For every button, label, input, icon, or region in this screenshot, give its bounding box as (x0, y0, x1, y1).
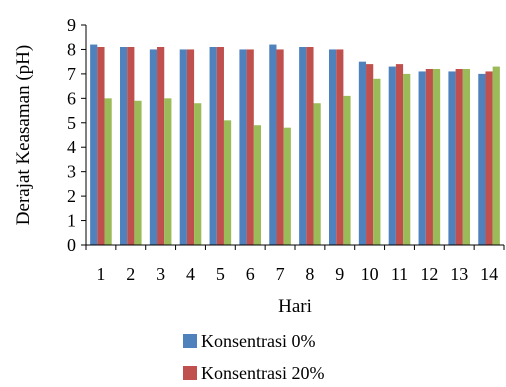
y-tick-label: 4 (67, 137, 76, 157)
bar-series-2-day-12 (425, 69, 433, 245)
x-tick-label: 7 (276, 264, 285, 284)
bar-series-1-day-9 (328, 49, 337, 245)
x-tick-label: 14 (480, 264, 498, 284)
y-tick-label: 5 (67, 113, 76, 133)
bar-series-3-day-11 (403, 73, 411, 245)
y-axis-title: Derajat Keasaman (pH) (13, 45, 34, 225)
y-tick-label: 3 (67, 162, 76, 182)
bar-series-3-day-4 (194, 103, 202, 245)
bar-series-3-day-12 (432, 69, 441, 245)
legend-swatch-series-1 (183, 334, 197, 348)
y-tick-label: 6 (67, 88, 76, 108)
bar-series-1-day-2 (119, 47, 128, 245)
bar-series-3-day-5 (223, 120, 232, 245)
bar-series-2-day-10 (366, 64, 374, 245)
x-tick-label: 8 (305, 264, 314, 284)
x-tick-label: 10 (361, 264, 379, 284)
bar-series-3-day-7 (283, 127, 291, 245)
legend-label-series-2: Konsentrasi 20% (201, 363, 324, 383)
bar-series-1-day-4 (179, 49, 187, 245)
bar-series-2-day-9 (336, 49, 344, 245)
bar-series-2-day-14 (485, 71, 493, 245)
bar-series-3-day-13 (462, 69, 471, 245)
bar-series-3-day-3 (164, 98, 172, 245)
x-tick-label: 12 (420, 264, 438, 284)
bar-series-2-day-8 (306, 47, 314, 245)
bar-series-1-day-14 (478, 73, 486, 245)
bar-series-2-day-7 (276, 49, 284, 245)
x-tick-label: 3 (156, 264, 165, 284)
bar-series-2-day-13 (455, 69, 463, 245)
y-tick-label: 7 (67, 64, 76, 84)
x-tick-label: 9 (335, 264, 344, 284)
bar-series-1-day-6 (239, 49, 247, 245)
x-tick-label: 2 (126, 264, 135, 284)
y-tick-label: 0 (67, 235, 76, 255)
x-tick-label: 1 (96, 264, 105, 284)
bar-series-2-day-1 (97, 47, 105, 245)
bar-series-1-day-3 (149, 49, 158, 245)
x-tick-label: 5 (216, 264, 225, 284)
bars-group (90, 44, 500, 246)
bar-series-2-day-6 (246, 49, 254, 245)
y-axis-ticks: 0 1 2 3 4 5 6 7 8 9 (67, 15, 86, 255)
bar-series-1-day-13 (448, 71, 456, 245)
bar-series-2-day-2 (127, 47, 135, 245)
x-tick-label: 4 (186, 264, 195, 284)
y-tick-label: 1 (67, 211, 76, 231)
bar-series-2-day-4 (186, 49, 195, 245)
bar-series-1-day-10 (358, 61, 367, 245)
bar-series-3-day-9 (343, 95, 351, 245)
x-axis-title: Hari (278, 296, 312, 317)
bar-series-1-day-11 (388, 66, 396, 245)
x-axis-ticks: 1 2 3 4 5 6 7 8 9 10 11 12 13 14 (85, 245, 505, 284)
legend-swatch-series-2 (183, 366, 197, 380)
bar-series-1-day-7 (269, 44, 277, 246)
bar-series-3-day-10 (373, 78, 381, 245)
bar-series-3-day-6 (253, 125, 262, 245)
x-tick-label: 6 (246, 264, 255, 284)
bar-series-3-day-1 (104, 98, 112, 245)
x-tick-label: 11 (391, 264, 408, 284)
bar-series-2-day-5 (216, 47, 224, 245)
bar-series-1-day-1 (90, 44, 98, 246)
bar-series-1-day-8 (299, 47, 307, 245)
y-tick-label: 2 (67, 186, 76, 206)
y-tick-label: 9 (67, 15, 76, 35)
bar-series-3-day-14 (492, 66, 500, 245)
y-tick-label: 8 (67, 39, 76, 59)
legend: Konsentrasi 0% Konsentrasi 20% (183, 331, 324, 383)
bar-series-1-day-12 (418, 71, 426, 245)
legend-label-series-1: Konsentrasi 0% (201, 331, 315, 351)
bar-series-2-day-11 (395, 64, 404, 245)
x-tick-label: 13 (450, 264, 468, 284)
bar-series-2-day-3 (157, 47, 165, 245)
bar-series-3-day-8 (313, 103, 321, 245)
bar-series-1-day-5 (209, 47, 217, 245)
bar-series-3-day-2 (134, 100, 142, 245)
